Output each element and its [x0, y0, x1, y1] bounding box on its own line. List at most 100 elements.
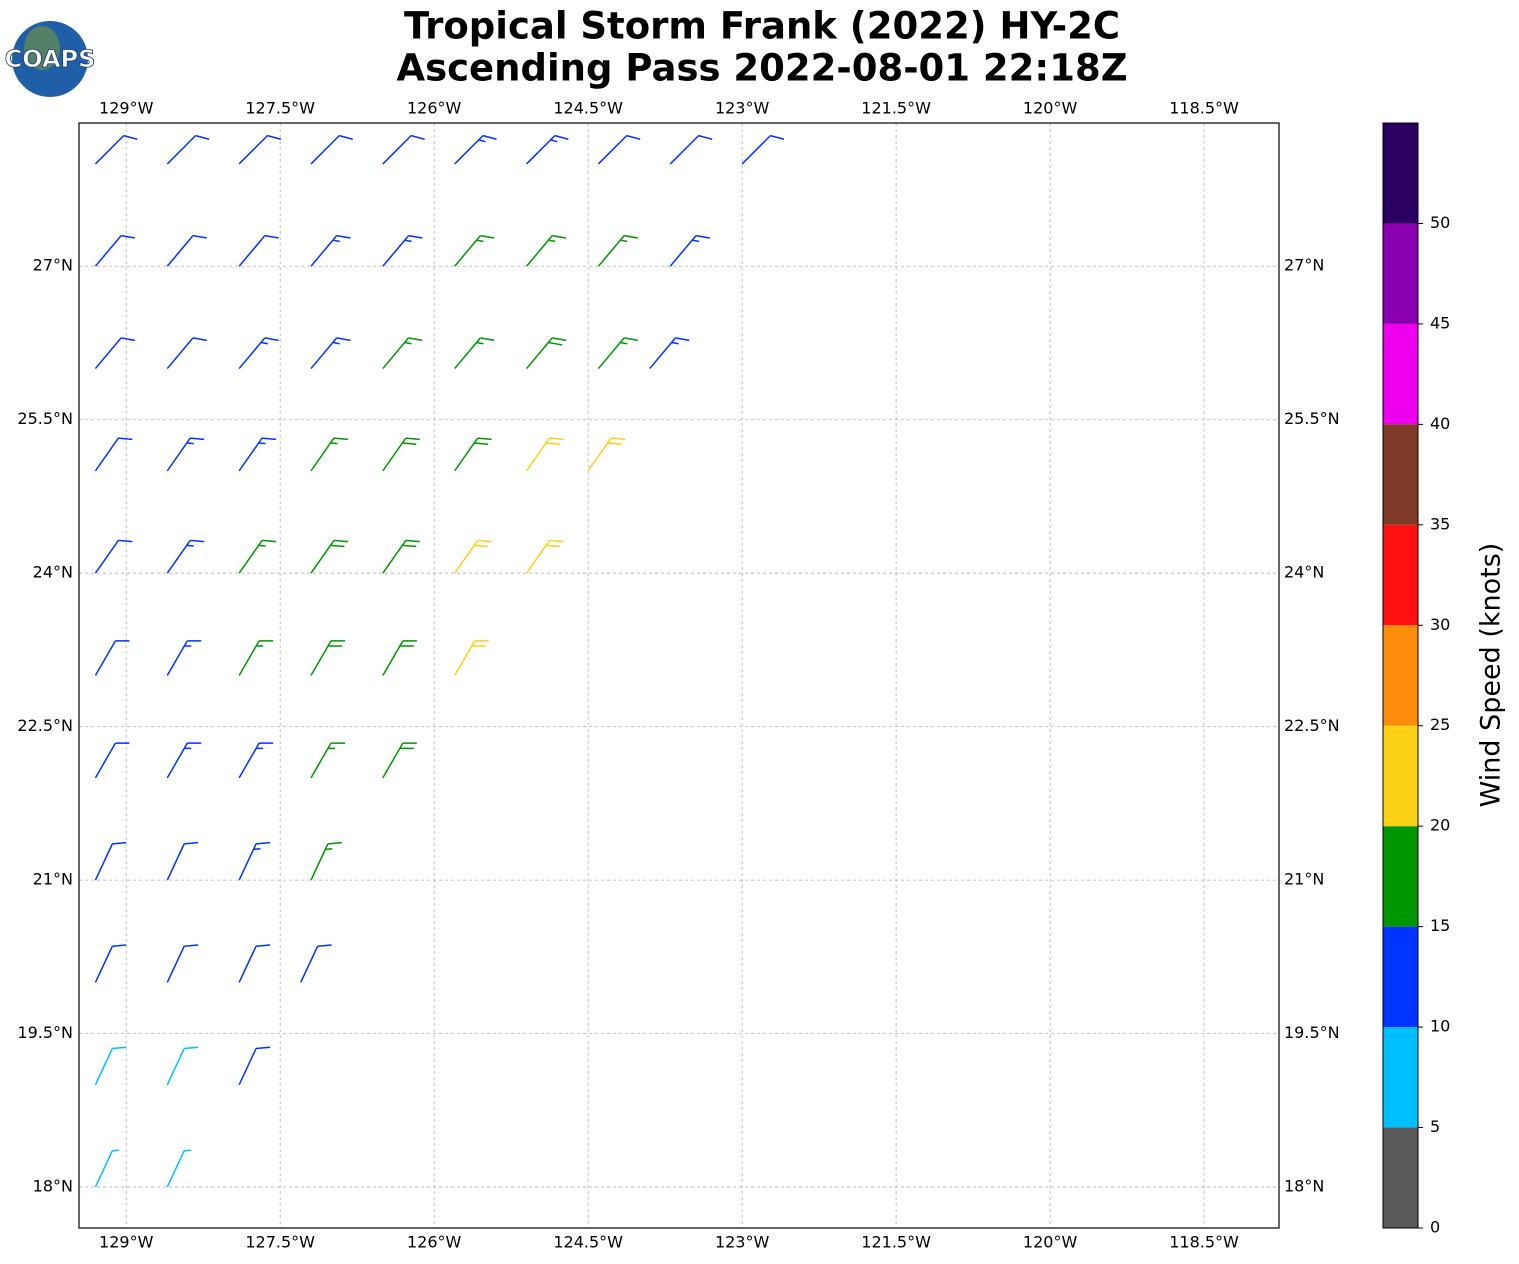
colorbar-tick-label: 40: [1430, 414, 1450, 433]
x-tick-label: 123°W: [715, 99, 770, 118]
wind-barb: [454, 640, 489, 676]
colorbar-tick-label: 0: [1430, 1218, 1440, 1237]
colorbar-label: Wind Speed (knots): [1476, 543, 1507, 808]
wind-barb: [597, 337, 639, 370]
wind-barb: [166, 742, 202, 779]
colorbar-tick-label: 45: [1430, 313, 1450, 332]
wind-barb: [310, 134, 353, 165]
wind-barb: [166, 337, 207, 370]
y-tick-label: 27°N: [1284, 256, 1324, 275]
wind-barb: [525, 437, 564, 472]
wind-barb: [166, 1149, 192, 1188]
wind-barb: [454, 437, 492, 472]
colorbar-tick-label: 50: [1430, 213, 1450, 232]
barbs: [94, 134, 785, 1188]
y-tick-label: 25.5°N: [1284, 409, 1340, 428]
x-tick-label: 126°W: [407, 99, 462, 118]
x-tick-label: 126°W: [407, 1233, 462, 1252]
colorbar-segment: [1383, 1127, 1418, 1228]
colorbar-tick-label: 5: [1430, 1117, 1440, 1136]
wind-barb: [94, 337, 136, 370]
x-tick-label: 120°W: [1023, 1233, 1078, 1252]
y-tick-label: 24°N: [33, 563, 73, 582]
wind-barb: [238, 742, 274, 779]
wind-barb: [94, 134, 138, 165]
wind-barb: [525, 337, 567, 370]
colorbar-segment: [1383, 725, 1418, 827]
wind-barb: [238, 1046, 271, 1086]
colorbar-segment: [1383, 424, 1418, 525]
wind-barb: [94, 437, 133, 472]
wind-barb: [382, 539, 420, 574]
wind-barb: [94, 539, 133, 574]
wind-barb: [649, 337, 690, 370]
wind-barb: [94, 841, 127, 881]
wind-barb: [454, 337, 495, 370]
x-tick-label: 123°W: [715, 1233, 770, 1252]
y-tick-label: 27°N: [33, 256, 73, 275]
y-tick-label: 24°N: [1284, 563, 1324, 582]
wind-barb: [166, 640, 202, 676]
wind-barb: [310, 337, 351, 370]
wind-barb: [525, 234, 567, 267]
y-tick-label: 19.5°N: [1284, 1023, 1340, 1042]
wind-barb: [238, 640, 274, 676]
x-tick-label: 121.5°W: [861, 99, 931, 118]
wind-barb: [669, 134, 713, 165]
wind-barb: [310, 539, 348, 574]
wind-barb: [94, 742, 130, 779]
colorbar-segment: [1383, 323, 1418, 425]
colorbar-frame: [1382, 122, 1419, 1229]
logo-text: COAPS: [5, 45, 96, 73]
wind-barb: [94, 1046, 127, 1086]
wind-barb: [166, 437, 205, 472]
wind-barb: [238, 337, 279, 370]
y-tick-label: 21°N: [1284, 870, 1324, 889]
wind-barb: [238, 134, 282, 165]
wind-barb: [382, 134, 425, 165]
logo: COAPS: [4, 21, 96, 97]
wind-barb: [382, 640, 417, 676]
x-tick-label: 118.5°W: [1169, 1233, 1239, 1252]
wind-barb: [310, 234, 351, 267]
wind-barb: [741, 134, 785, 165]
colorbar-tick-label: 25: [1430, 715, 1450, 734]
wind-barb: [166, 539, 205, 574]
wind-barb: [300, 944, 332, 983]
wind-barb: [238, 437, 277, 472]
wind-barb: [597, 234, 639, 267]
colorbar-segment: [1383, 625, 1418, 726]
colorbar-tick-label: 10: [1430, 1017, 1450, 1036]
wind-barb: [166, 841, 199, 881]
colorbar-segment: [1383, 524, 1418, 626]
colorbar-tick-label: 15: [1430, 916, 1450, 935]
wind-barb: [166, 1046, 199, 1086]
wind-barb: [238, 234, 279, 267]
x-tick-label: 129°W: [99, 99, 154, 118]
wind-barb: [94, 1149, 120, 1188]
colorbar-tick-label: 20: [1430, 816, 1450, 835]
wind-barb: [94, 234, 136, 267]
y-tick-label: 18°N: [33, 1177, 73, 1196]
wind-barb: [669, 234, 710, 267]
wind-barb: [166, 234, 207, 267]
wind-barb: [454, 134, 497, 165]
y-tick-label: 22.5°N: [17, 716, 73, 735]
x-tick-label: 129°W: [99, 1233, 154, 1252]
colorbar: 0 5 10 15 20 25 30 35 40 45 50: [1382, 122, 1450, 1237]
colorbar-segment: [1383, 223, 1418, 324]
wind-barb: [94, 640, 130, 676]
x-tick-label: 120°W: [1023, 99, 1078, 118]
wind-barb: [454, 234, 495, 267]
y-tick-label: 25.5°N: [17, 409, 73, 428]
wind-barb: [525, 539, 564, 574]
wind-barb: [526, 134, 569, 165]
colorbar-segment: [1383, 826, 1418, 927]
wind-barb: [166, 944, 199, 983]
wind-barb: [382, 437, 420, 472]
wind-barb: [382, 742, 417, 779]
wind-barb: [310, 640, 345, 676]
x-tick-label: 121.5°W: [861, 1233, 931, 1252]
y-tick-label: 21°N: [33, 870, 73, 889]
